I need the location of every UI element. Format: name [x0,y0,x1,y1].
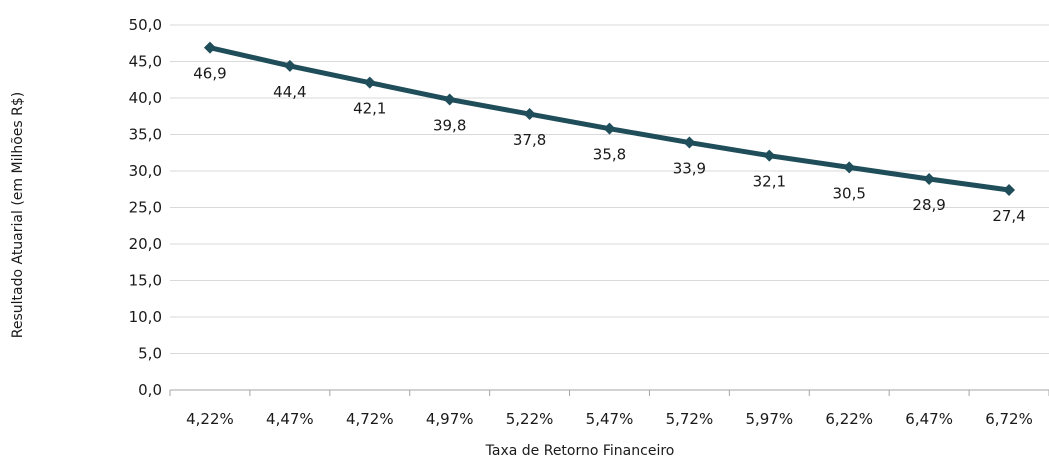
y-tick-labels: 0,0 5,0 10,0 15,0 20,0 25,0 30,0 35,0 40,0 45,0 50… [129,16,162,399]
data-label: 30,5 [833,184,866,202]
data-point-marker [1003,183,1016,196]
data-label: 46,9 [193,65,226,83]
y-axis-title: Resultado Atuarial (em Milhões R$) [10,92,26,339]
x-tick-label: 4,97% [426,410,474,428]
y-tick-label: 25,0 [129,199,162,217]
x-tick-label: 5,22% [506,410,554,428]
x-tick-label: 5,72% [666,410,714,428]
y-tick-label: 40,0 [129,89,162,107]
data-label: 37,8 [513,131,546,149]
data-label: 32,1 [753,173,786,191]
data-point-marker [763,149,776,162]
data-point-marker [443,93,456,106]
x-tick-label: 5,47% [586,410,634,428]
y-tick-label: 20,0 [129,235,162,253]
x-tick-label: 4,72% [346,410,394,428]
x-tick-label: 5,97% [745,410,793,428]
data-label: 27,4 [992,207,1025,225]
y-tick-label: 0,0 [138,381,162,399]
data-label: 39,8 [433,116,466,134]
data-label: 42,1 [353,100,386,118]
data-label: 28,9 [912,196,945,214]
x-tick-label: 4,47% [266,410,314,428]
data-point-marker [523,108,536,121]
y-tick-label: 5,0 [138,345,162,363]
y-tick-label: 45,0 [129,53,162,71]
x-tick-labels: 4,22% 4,47% 4,72% 4,97% 5,22% 5,47% 5,72% 5,97%… [186,410,1033,428]
data-label: 33,9 [673,160,706,178]
y-tick-label: 15,0 [129,272,162,290]
data-point-marker [363,76,376,89]
data-labels: 46,9 44,4 42,1 39,8 37,8 35,8 33,9 32,1 30,5 28,9… [193,65,1025,225]
y-tick-label: 35,0 [129,126,162,144]
x-axis-title: Taxa de Retorno Financeiro [485,443,675,459]
data-point-marker [683,136,696,149]
x-tick-label: 4,22% [186,410,234,428]
y-tick-label: 30,0 [129,162,162,180]
data-point-marker [843,161,856,174]
gridlines [170,24,1049,354]
markers [203,41,1016,196]
x-tick-label: 6,22% [825,410,873,428]
data-label: 44,4 [273,83,306,101]
data-label: 35,8 [593,146,626,164]
y-tick-label: 10,0 [129,308,162,326]
data-point-marker [603,122,616,135]
x-tick-label: 6,47% [905,410,953,428]
series [207,45,1012,193]
data-point-marker [923,173,936,186]
axes [169,389,1049,396]
series-line [207,45,1012,193]
x-tick-label: 6,72% [985,410,1033,428]
y-tick-label: 50,0 [129,16,162,34]
data-point-marker [283,59,296,72]
data-point-marker [203,41,216,54]
